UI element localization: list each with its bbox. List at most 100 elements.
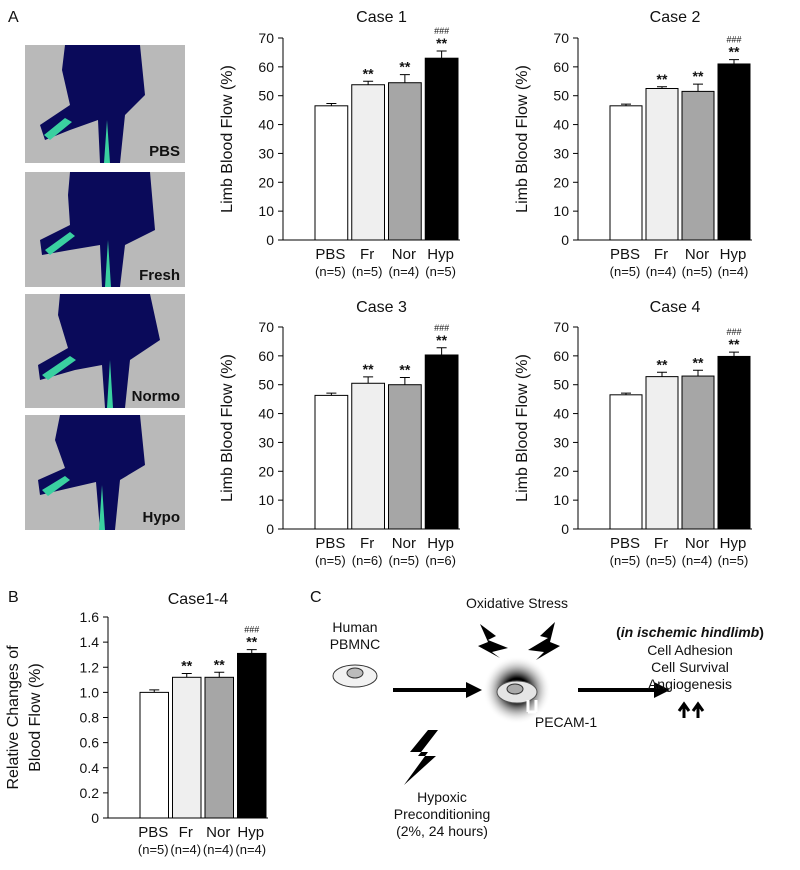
y-tick-label: 40 [258,117,274,133]
error-bar [436,347,447,355]
x-tick-label: PBS [315,535,345,552]
significance: ** [399,59,410,75]
nucleus [506,683,524,695]
chart-title: Case 3 [356,299,407,316]
image-label: Normo [132,388,180,405]
y-tick-label: 40 [258,406,274,422]
y-axis-label: Relative Changes of [5,645,22,790]
bar [172,676,202,819]
bar [139,691,169,819]
bar [609,394,643,530]
significance: ** [693,354,704,370]
significance: ** [436,332,447,348]
x-tick-label: (n=4) [170,842,201,857]
significance: ** [657,71,668,87]
error-bar [621,103,631,106]
x-tick-label: Fr [360,246,374,263]
panel-label: C [310,589,322,606]
error-bar [363,376,374,384]
y-tick-label: 20 [258,463,274,479]
x-tick-label: (n=5) [718,553,749,568]
bar [351,382,385,530]
x-tick-label: Hyp [427,535,454,552]
precondition-label: Preconditioning [394,806,491,822]
y-tick-label: 70 [258,319,274,335]
y-tick-label: 60 [553,59,569,75]
bar [351,84,385,241]
x-tick-label: Fr [179,824,193,841]
x-tick-label: Nor [685,535,709,552]
image-label: Fresh [139,267,180,284]
bar [424,57,459,241]
precondition-label: (2%, 24 hours) [396,823,488,839]
x-tick-label: Hyp [720,246,747,263]
y-tick-label: 30 [553,145,569,161]
y-tick-label: 30 [258,434,274,450]
chart-title: Case 1 [356,9,407,26]
y-tick-label: 50 [553,377,569,393]
y-tick-label: 0 [561,232,569,248]
x-tick-label: PBS [610,535,640,552]
x-tick-label: (n=4) [718,264,749,279]
x-tick-label: (n=5) [646,553,677,568]
y-tick-label: 60 [258,59,274,75]
y-tick-label: 20 [553,463,569,479]
x-tick-label: PBS [315,246,345,263]
significance: ** [181,658,192,674]
bar [237,652,267,819]
bar [424,354,459,530]
y-axis-label: Limb Blood Flow (%) [219,65,236,213]
error-bar [657,371,667,377]
y-tick-label: 0 [91,810,99,826]
panel-label: A [8,9,19,26]
significance: ** [214,656,225,672]
error-bar [149,689,160,693]
x-tick-label: Hyp [427,246,454,263]
bar [717,355,751,530]
significance: ### [726,35,741,45]
perfusion-image: Hypo [25,415,185,530]
lightning [404,730,438,785]
bar [204,676,234,819]
y-tick-label: 0 [561,521,569,537]
significance: ### [726,327,741,337]
perfusion-image: Normo [25,294,185,408]
significance: ### [244,625,259,635]
y-tick-label: 1.4 [80,634,100,650]
context-part: ( [616,624,621,640]
error-bar [729,351,739,357]
x-tick-label: PBS [610,246,640,263]
chart-title: Case1-4 [168,591,229,608]
x-tick-label: (n=5) [315,264,346,279]
up-arrows [677,701,705,718]
x-tick-label: Fr [360,535,374,552]
x-tick-label: Nor [206,824,230,841]
significance: ** [436,35,447,51]
significance: ** [363,361,374,377]
y-axis-label: Limb Blood Flow (%) [514,354,531,502]
arrow-head [654,682,670,698]
bar [609,105,643,241]
nucleus [346,667,364,679]
marker-label: PECAM-1 [535,714,597,730]
error-bar [621,392,631,395]
precondition-label: Hypoxic [417,789,467,805]
x-tick-label: (n=5) [352,264,383,279]
diagram: Human PBMNC Hypoxic Preconditioning (2%,… [330,595,764,839]
y-tick-label: 10 [258,203,274,219]
y-tick-label: 0 [266,232,274,248]
significance: ** [693,68,704,84]
error-bar [399,74,410,83]
error-bar [399,377,410,385]
x-tick-label: (n=5) [138,842,169,857]
x-tick-label: (n=6) [352,553,383,568]
y-tick-label: 50 [258,88,274,104]
y-tick-label: 10 [553,492,569,508]
y-tick-label: 0.4 [80,760,100,776]
panel-label: B [8,589,19,606]
y-tick-label: 1.2 [80,659,100,675]
y-tick-label: 30 [553,434,569,450]
y-tick-label: 70 [553,30,569,46]
x-tick-label: (n=4) [235,842,266,857]
context-part: ) [759,624,764,640]
